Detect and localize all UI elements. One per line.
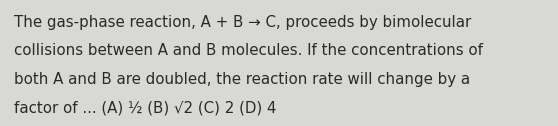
- Text: factor of ... (A) ½ (B) √2 (C) 2 (D) 4: factor of ... (A) ½ (B) √2 (C) 2 (D) 4: [14, 100, 276, 115]
- Text: both A and B are doubled, the reaction rate will change by a: both A and B are doubled, the reaction r…: [14, 72, 470, 87]
- Text: collisions between A and B molecules. If the concentrations of: collisions between A and B molecules. If…: [14, 43, 483, 58]
- Text: The gas-phase reaction, A + B → C, proceeds by bimolecular: The gas-phase reaction, A + B → C, proce…: [14, 15, 471, 30]
